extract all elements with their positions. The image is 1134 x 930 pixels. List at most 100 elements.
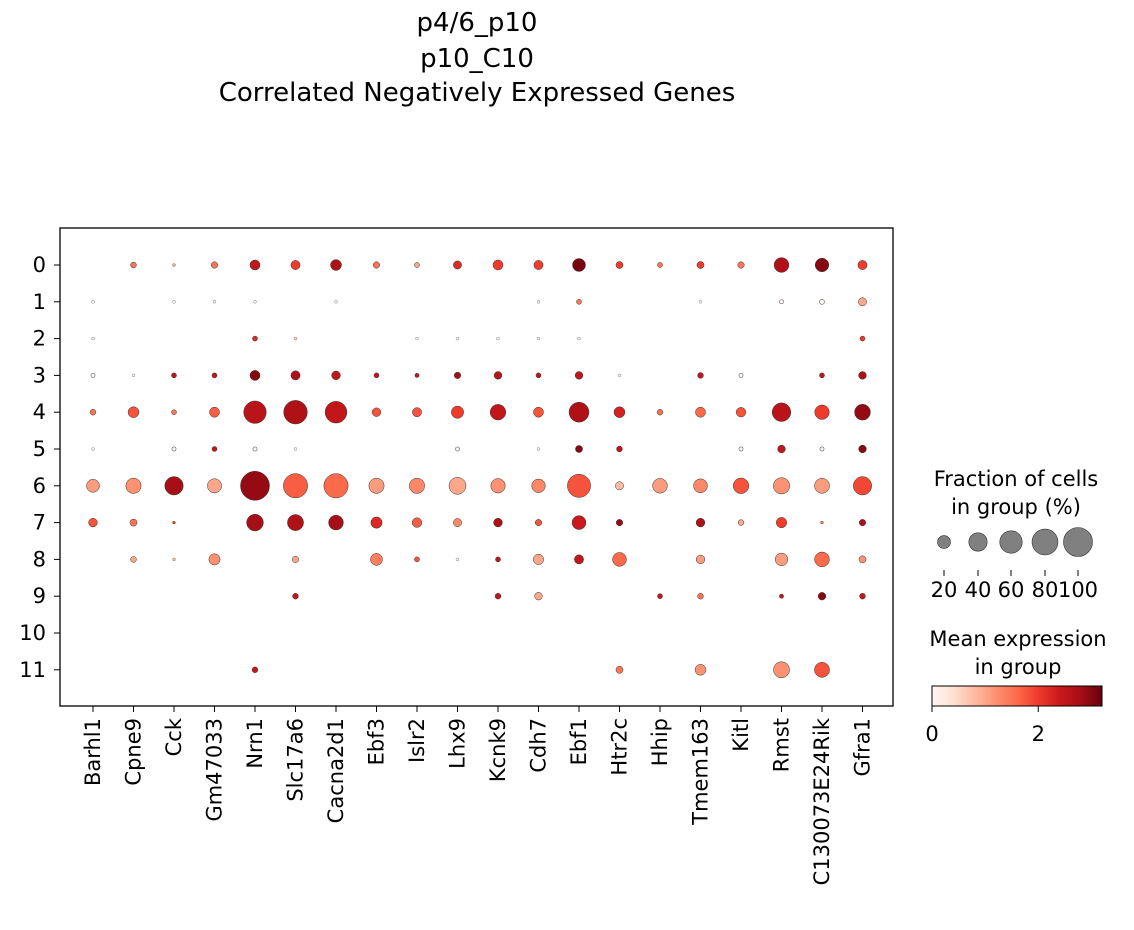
dot-Kcnk9-group-0 [492, 259, 504, 271]
dot-Kcnk9-group-9 [494, 593, 502, 600]
dot-Barhl1-group-7 [88, 518, 98, 528]
gene-label-Islr2: Islr2 [405, 718, 429, 763]
dot-Slc17a6-group-9 [292, 593, 299, 600]
gene-label-Rmst: Rmst [770, 718, 794, 772]
dot-Kitl-group-3 [738, 373, 744, 378]
dot-Barhl1-group-2 [91, 336, 95, 341]
dot-Kitl-group-5 [738, 446, 744, 452]
size-legend-dot-80 [1031, 528, 1059, 556]
gene-label-Nrn1: Nrn1 [243, 718, 267, 769]
dot-Barhl1-group-5 [91, 447, 95, 451]
gene-label-Cck: Cck [162, 717, 186, 756]
dot-Cck-group-0 [172, 263, 176, 267]
dot-Tmem163-group-3 [697, 372, 704, 379]
dot-Htr2c-group-11 [615, 666, 624, 674]
size-legend-label-20: 20 [931, 578, 958, 602]
dot-Gfra1-group-2 [859, 335, 866, 342]
dot-C130073E24Rik-group-0 [814, 257, 830, 273]
dot-Tmem163-group-6 [693, 478, 708, 493]
dot-C130073E24Rik-group-6 [814, 478, 830, 494]
dot-Ebf3-group-4 [371, 407, 382, 417]
dot-Cck-group-6 [164, 476, 184, 496]
group-label-1: 1 [33, 290, 46, 314]
group-label-10: 10 [19, 621, 46, 645]
dot-Rmst-group-7 [776, 517, 787, 529]
dot-Gfra1-group-8 [858, 555, 867, 564]
dot-Kcnk9-group-7 [493, 518, 503, 528]
dot-Rmst-group-11 [773, 661, 790, 679]
dot-C130073E24Rik-group-11 [814, 662, 830, 678]
dot-Hhip-group-4 [656, 409, 664, 416]
dot-Kitl-group-7 [737, 519, 745, 526]
dot-Barhl1-group-1 [91, 300, 95, 304]
dot-Nrn1-group-0 [249, 259, 261, 271]
dot-Slc17a6-group-5 [293, 447, 298, 451]
gene-label-Lhx9: Lhx9 [446, 718, 470, 769]
dot-Cdh7-group-5 [536, 447, 541, 451]
dot-Gfra1-group-7 [859, 519, 866, 527]
group-label-11: 11 [19, 658, 46, 682]
group-label-6: 6 [33, 474, 46, 498]
dot-Cdh7-group-1 [536, 300, 541, 304]
dot-Barhl1-group-3 [90, 373, 96, 378]
size-legend: 20 40 60 80 100 [931, 527, 1098, 602]
dot-Rmst-group-9 [779, 593, 784, 599]
dot-Cpne9-group-0 [130, 261, 137, 269]
gene-label-C130073E24Rik: C130073E24Rik [810, 717, 834, 885]
dot-Cdh7-group-2 [536, 336, 541, 341]
size-legend-dot-20 [937, 535, 951, 549]
dot-Htr2c-group-5 [616, 445, 623, 453]
dot-C130073E24Rik-group-8 [814, 551, 830, 568]
dot-Htr2c-group-3 [617, 373, 622, 377]
dot-Slc17a6-group-0 [290, 260, 301, 270]
group-label-3: 3 [33, 363, 46, 387]
dot-Lhx9-group-3 [454, 371, 461, 379]
dot-Cdh7-group-6 [531, 478, 546, 493]
dot-Tmem163-group-11 [694, 664, 707, 676]
dot-Ebf1-group-6 [567, 473, 591, 498]
dot-Nrn1-group-4 [243, 400, 267, 424]
dot-Gfra1-group-9 [859, 593, 866, 600]
dot-Islr2-group-7 [411, 517, 423, 528]
dot-Cdh7-group-7 [535, 519, 542, 527]
size-legend-label-100: 100 [1058, 578, 1098, 602]
chart-title-line-1: p4/6_p10 [416, 8, 538, 38]
size-legend-label-40: 40 [965, 578, 992, 602]
dot-Ebf1-group-0 [572, 258, 586, 272]
dot-Lhx9-group-5 [455, 446, 460, 452]
color-legend-title-line-2: in group [974, 655, 1062, 679]
dot-Ebf3-group-0 [373, 261, 380, 269]
group-label-8: 8 [33, 547, 46, 571]
dot-Islr2-group-2 [415, 336, 419, 341]
dot-Islr2-group-4 [412, 407, 422, 418]
dot-Nrn1-group-2 [252, 335, 258, 342]
colorbar-label-0: 0 [925, 722, 938, 746]
dot-Ebf3-group-7 [370, 516, 383, 529]
dot-Tmem163-group-8 [695, 554, 706, 565]
dot-Cdh7-group-9 [534, 592, 543, 601]
gene-label-Gm47033: Gm47033 [203, 718, 227, 822]
gene-label-Gfra1: Gfra1 [851, 718, 875, 777]
dot-Cck-group-1 [172, 300, 176, 304]
dot-Cpne9-group-7 [129, 518, 138, 527]
dot-Tmem163-group-4 [695, 406, 706, 418]
dot-Lhx9-group-7 [453, 518, 462, 527]
dot-Slc17a6-group-2 [293, 336, 298, 341]
dot-Barhl1-group-4 [89, 409, 97, 416]
size-legend-title-line-1: Fraction of cells [933, 467, 1099, 491]
group-label-9: 9 [33, 584, 46, 608]
size-legend-label-60: 60 [998, 578, 1025, 602]
gene-label-Slc17a6: Slc17a6 [284, 718, 308, 802]
dot-Slc17a6-group-8 [292, 555, 299, 563]
dot-Ebf3-group-3 [373, 372, 380, 379]
dot-C130073E24Rik-group-9 [817, 592, 827, 601]
dot-C130073E24Rik-group-3 [819, 372, 825, 379]
group-label-2: 2 [33, 327, 46, 351]
dot-Ebf1-group-2 [577, 336, 581, 341]
dot-Cacna2d1-group-7 [328, 514, 344, 531]
dot-Gfra1-group-5 [858, 444, 867, 454]
dot-Nrn1-group-5 [252, 446, 258, 452]
dot-Islr2-group-0 [414, 262, 420, 268]
